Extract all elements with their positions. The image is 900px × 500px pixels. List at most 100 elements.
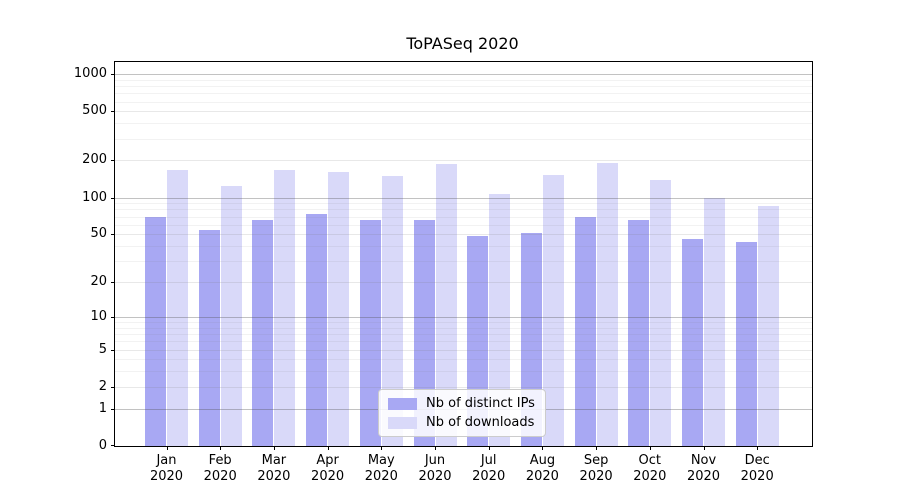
gridline-major bbox=[115, 160, 812, 162]
bar-nb-of-downloads-oct bbox=[650, 179, 672, 446]
bar-nb-of-distinct-ips-mar bbox=[252, 220, 274, 446]
x-label-year: 2020 bbox=[472, 469, 506, 484]
bar-nb-of-distinct-ips-nov bbox=[682, 238, 703, 446]
x-label-year: 2020 bbox=[525, 469, 559, 484]
x-label-year: 2020 bbox=[364, 469, 398, 484]
x-label-year: 2020 bbox=[149, 469, 184, 484]
y-axis-tick-mark bbox=[111, 316, 115, 318]
plot-area: Nb of distinct IPs Nb of downloads 0 1 2 5 1… bbox=[74, 61, 813, 484]
x-label-year: 2020 bbox=[740, 469, 774, 484]
x-axis-tick-mark bbox=[488, 446, 490, 450]
x-axis-tick-label: Jun 2020 bbox=[405, 453, 465, 485]
x-label-month: Dec bbox=[744, 453, 770, 468]
x-label-year: 2020 bbox=[203, 469, 237, 484]
y-axis-tick-label: 1000 bbox=[73, 66, 107, 81]
x-label-year: 2020 bbox=[686, 469, 721, 484]
y-axis-tick-label: 200 bbox=[82, 152, 107, 168]
x-axis-tick-label: Aug 2020 bbox=[512, 453, 572, 485]
x-axis-tick-mark bbox=[435, 446, 436, 450]
bar-nb-of-downloads-jul bbox=[489, 194, 511, 446]
x-label-month: Oct bbox=[638, 453, 662, 468]
y-axis-tick-mark bbox=[111, 349, 115, 351]
x-axis-tick-label: Dec 2020 bbox=[727, 453, 787, 485]
bar-nb-of-downloads-may bbox=[381, 176, 403, 446]
bar-nb-of-downloads-aug bbox=[542, 175, 564, 446]
gridline-minor bbox=[115, 86, 812, 87]
x-label-year: 2020 bbox=[579, 469, 613, 484]
bar-nb-of-distinct-ips-feb bbox=[198, 230, 220, 446]
x-axis-tick-mark bbox=[381, 446, 383, 450]
x-axis-tick-label: Feb 2020 bbox=[190, 453, 250, 485]
y-axis-tick-label: 20 bbox=[90, 274, 107, 290]
x-label-month: Aug bbox=[529, 453, 556, 468]
y-axis-tick-label: 2 bbox=[98, 378, 107, 394]
x-label-month: Jan bbox=[156, 453, 177, 468]
x-axis-tick-label: Jul 2020 bbox=[459, 453, 519, 485]
y-axis-tick-label: 5 bbox=[98, 341, 107, 357]
gridline-major bbox=[115, 74, 812, 75]
y-axis-tick-mark bbox=[111, 111, 115, 113]
x-axis-tick-label: Jan 2020 bbox=[137, 453, 197, 485]
y-axis-tick-label: 0 bbox=[98, 438, 107, 453]
y-axis-tick-label: 100 bbox=[82, 189, 107, 205]
legend: Nb of distinct IPs Nb of downloads bbox=[378, 389, 546, 437]
x-label-month: Jul bbox=[480, 453, 497, 468]
legend-item-distinct-ips: Nb of distinct IPs bbox=[388, 396, 535, 411]
x-axis-tick-mark bbox=[542, 446, 544, 450]
x-axis-tick-mark bbox=[166, 446, 168, 450]
x-axis-tick-label: Sep 2020 bbox=[566, 453, 626, 485]
legend-swatch-distinct-ips bbox=[388, 397, 417, 410]
x-label-month: Jun bbox=[424, 453, 446, 468]
y-axis-tick-mark bbox=[111, 386, 115, 388]
x-axis-tick-mark bbox=[220, 446, 222, 450]
x-axis-tick-mark bbox=[703, 446, 705, 450]
x-label-month: Feb bbox=[208, 453, 232, 468]
x-axis-tick-mark bbox=[596, 446, 598, 450]
x-label-month: May bbox=[367, 453, 395, 468]
y-axis-tick-mark bbox=[111, 282, 115, 284]
y-axis-tick-mark bbox=[111, 408, 115, 410]
gridline-minor bbox=[115, 79, 812, 81]
x-axis-tick-mark bbox=[273, 446, 275, 450]
gridline-minor bbox=[115, 93, 812, 95]
x-axis-tick-label: Mar 2020 bbox=[244, 453, 304, 485]
x-axis-tick-mark bbox=[757, 446, 759, 450]
bar-nb-of-downloads-mar bbox=[274, 169, 296, 446]
bar-nb-of-distinct-ips-jan bbox=[145, 216, 166, 446]
bar-nb-of-distinct-ips-sep bbox=[574, 217, 596, 446]
x-label-year: 2020 bbox=[257, 469, 291, 484]
y-axis-tick-label: 500 bbox=[82, 103, 107, 119]
bar-nb-of-downloads-jan bbox=[167, 170, 188, 446]
bar-nb-of-distinct-ips-oct bbox=[628, 220, 650, 446]
bar-nb-of-downloads-nov bbox=[704, 197, 725, 446]
gridline-minor bbox=[115, 101, 812, 103]
x-axis-tick-label: Nov 2020 bbox=[674, 453, 734, 485]
legend-label-distinct-ips: Nb of distinct IPs bbox=[426, 396, 535, 411]
x-label-year: 2020 bbox=[633, 469, 667, 484]
bar-nb-of-distinct-ips-may bbox=[359, 219, 381, 446]
y-axis-tick-mark bbox=[111, 197, 115, 199]
y-axis-tick-mark bbox=[111, 160, 115, 162]
x-label-month: Sep bbox=[583, 453, 609, 468]
bar-nb-of-downloads-sep bbox=[596, 162, 618, 446]
x-axis-tick-label: Apr 2020 bbox=[298, 453, 358, 485]
bar-nb-of-downloads-apr bbox=[328, 172, 350, 446]
bar-nb-of-distinct-ips-dec bbox=[735, 242, 757, 446]
x-label-month: Apr bbox=[316, 453, 339, 468]
gridline-major bbox=[115, 111, 812, 113]
legend-item-downloads: Nb of downloads bbox=[388, 415, 535, 430]
y-axis-tick-mark bbox=[111, 74, 115, 75]
x-axis-tick-label: Oct 2020 bbox=[620, 453, 680, 485]
x-label-month: Nov bbox=[690, 453, 717, 468]
legend-swatch-downloads bbox=[388, 416, 417, 429]
chart-title: ToPASeq 2020 bbox=[406, 34, 519, 53]
x-label-year: 2020 bbox=[311, 469, 345, 484]
bar-nb-of-distinct-ips-apr bbox=[306, 214, 328, 446]
x-axis-tick-mark bbox=[327, 446, 329, 450]
y-axis-tick-mark bbox=[111, 234, 115, 236]
y-axis-tick-label: 1 bbox=[98, 400, 107, 416]
legend-label-downloads: Nb of downloads bbox=[426, 415, 535, 430]
gridline-minor bbox=[115, 123, 812, 125]
y-axis-tick-mark bbox=[111, 445, 115, 446]
